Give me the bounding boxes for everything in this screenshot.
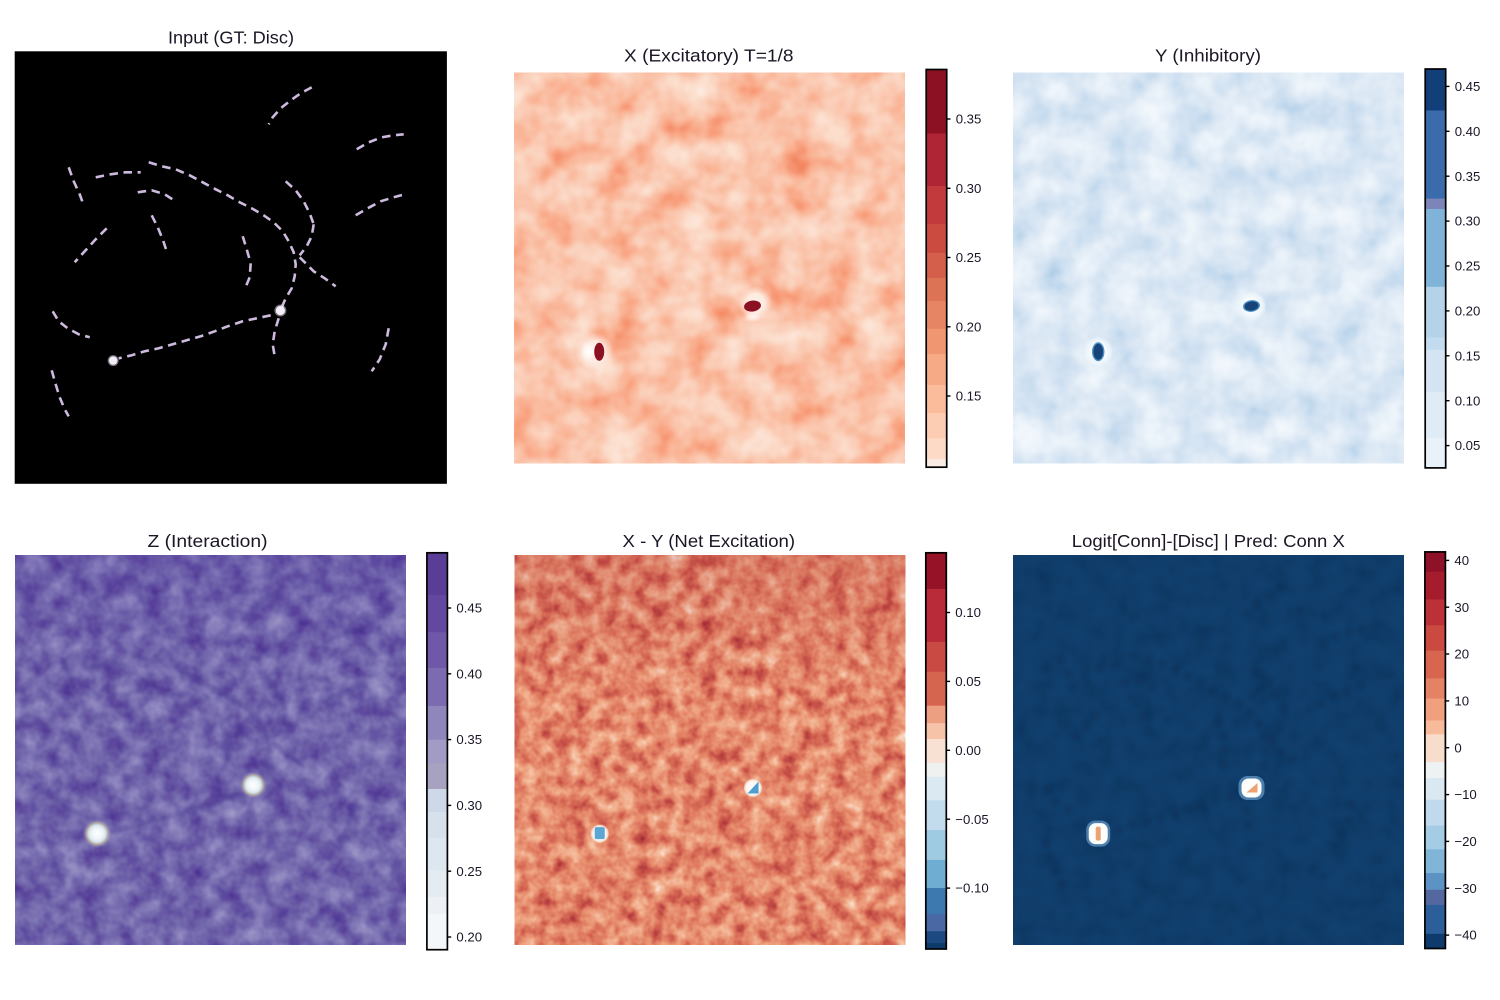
svg-text:−10: −10 — [1454, 787, 1476, 802]
svg-text:0.35: 0.35 — [456, 732, 482, 747]
svg-text:0.30: 0.30 — [456, 798, 482, 813]
svg-text:0.05: 0.05 — [1455, 438, 1481, 453]
svg-text:0.45: 0.45 — [456, 601, 482, 616]
svg-text:0.25: 0.25 — [1455, 259, 1481, 274]
svg-text:−40: −40 — [1454, 928, 1476, 943]
svg-text:0.45: 0.45 — [1455, 79, 1481, 94]
svg-text:0.10: 0.10 — [1455, 393, 1481, 408]
svg-text:Logit[Conn]-[Disc] | Pred: Con: Logit[Conn]-[Disc] | Pred: Conn X — [1072, 531, 1346, 551]
svg-text:Y (Inhibitory): Y (Inhibitory) — [1155, 46, 1261, 66]
svg-text:0.40: 0.40 — [456, 666, 482, 681]
svg-text:0.25: 0.25 — [456, 864, 482, 879]
svg-text:0.00: 0.00 — [955, 743, 981, 758]
svg-text:X - Y (Net Excitation): X - Y (Net Excitation) — [623, 531, 796, 551]
svg-text:0.15: 0.15 — [956, 389, 982, 404]
svg-text:10: 10 — [1454, 694, 1469, 709]
svg-text:−30: −30 — [1454, 881, 1476, 896]
svg-text:0.10: 0.10 — [955, 605, 981, 620]
svg-text:0.20: 0.20 — [456, 930, 482, 945]
svg-text:−20: −20 — [1454, 834, 1476, 849]
svg-text:0.35: 0.35 — [1455, 169, 1481, 184]
svg-text:0: 0 — [1454, 740, 1461, 755]
svg-text:0.25: 0.25 — [956, 250, 982, 265]
svg-text:0.30: 0.30 — [1455, 214, 1481, 229]
svg-text:−0.10: −0.10 — [955, 881, 988, 896]
svg-text:0.35: 0.35 — [956, 112, 982, 127]
svg-text:Z (Interaction): Z (Interaction) — [148, 531, 268, 551]
svg-text:20: 20 — [1454, 647, 1469, 662]
svg-text:0.20: 0.20 — [1455, 304, 1481, 319]
svg-text:40: 40 — [1454, 553, 1469, 568]
svg-text:0.40: 0.40 — [1455, 124, 1481, 139]
svg-text:30: 30 — [1454, 600, 1469, 615]
svg-text:0.05: 0.05 — [955, 674, 981, 689]
svg-text:0.30: 0.30 — [956, 181, 982, 196]
svg-text:Input (GT: Disc): Input (GT: Disc) — [168, 28, 294, 48]
svg-text:0.15: 0.15 — [1455, 348, 1481, 363]
svg-text:X (Excitatory) T=1/8: X (Excitatory) T=1/8 — [624, 46, 794, 66]
svg-text:0.20: 0.20 — [956, 319, 982, 334]
svg-text:−0.05: −0.05 — [955, 812, 988, 827]
